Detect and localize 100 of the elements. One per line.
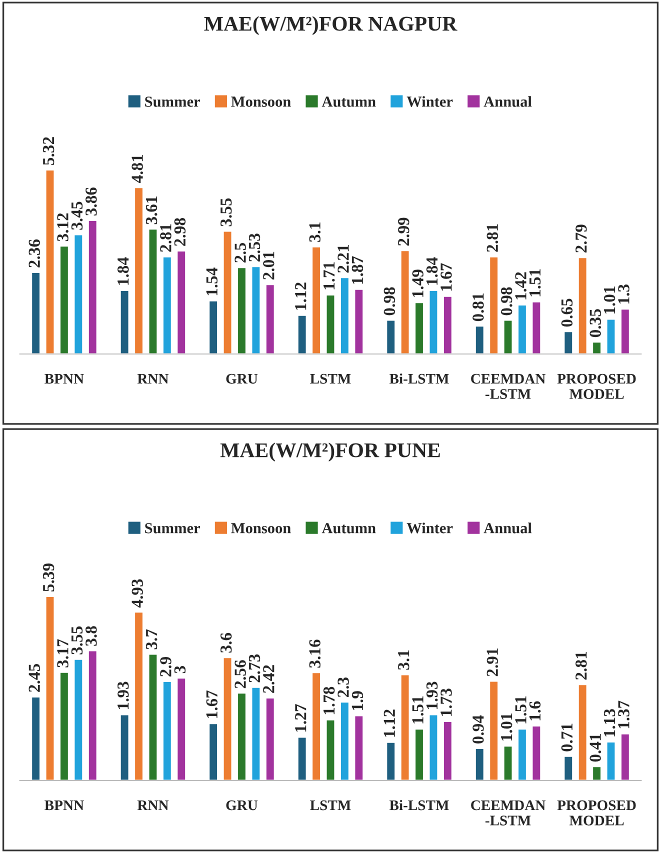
bar xyxy=(265,284,276,354)
data-label: 2.73 xyxy=(248,654,260,682)
x-tick-label: CEEMDAN -LSTM xyxy=(471,800,546,826)
bar xyxy=(592,341,602,354)
bar xyxy=(250,686,262,780)
bar xyxy=(606,741,616,780)
bar xyxy=(148,653,158,780)
bar xyxy=(162,256,172,354)
data-label: 1.27 xyxy=(295,704,306,732)
bar xyxy=(176,677,186,780)
data-label: 5.39 xyxy=(42,564,54,592)
bar xyxy=(88,220,98,354)
bar xyxy=(474,325,485,354)
legend-label: Autumn xyxy=(322,96,376,107)
data-label: 1.49 xyxy=(412,270,424,297)
bar xyxy=(488,680,499,780)
bar xyxy=(340,701,350,780)
bar xyxy=(250,266,262,354)
bar xyxy=(502,319,514,354)
data-label: 2.79 xyxy=(576,224,587,252)
x-tick-label: Bi-LSTM xyxy=(390,373,449,384)
bar xyxy=(428,714,439,780)
data-label: 2.3 xyxy=(338,677,349,698)
x-tick-label: Bi-LSTM xyxy=(390,800,449,810)
chart-title: MAE(W/M²)FOR PUNE xyxy=(220,442,440,462)
legend-label: Autumn xyxy=(322,523,376,534)
data-label: 1.01 xyxy=(500,714,512,740)
bar xyxy=(620,732,630,780)
bar xyxy=(414,728,424,780)
bar xyxy=(414,302,424,354)
data-label: 3.86 xyxy=(86,187,97,216)
bar xyxy=(59,671,70,780)
data-label: 3.55 xyxy=(71,626,83,654)
bar xyxy=(311,246,322,354)
data-label: 2.53 xyxy=(248,234,260,262)
bar xyxy=(488,256,499,354)
data-label: 1.93 xyxy=(426,682,438,710)
data-label: 3.17 xyxy=(57,639,68,668)
data-label: 2.56 xyxy=(234,660,246,688)
bar xyxy=(531,725,542,780)
bar xyxy=(88,650,98,780)
data-label: 0.81 xyxy=(472,293,484,322)
x-tick-label: LSTM xyxy=(310,374,351,384)
bar xyxy=(517,304,528,354)
data-label: 4.81 xyxy=(132,154,144,184)
data-label: 1.73 xyxy=(440,688,452,716)
data-label: 5.32 xyxy=(42,137,54,165)
bar xyxy=(148,228,158,354)
bar xyxy=(517,728,528,780)
bar xyxy=(502,745,514,780)
bar xyxy=(563,756,574,780)
data-label: 2.81 xyxy=(576,652,587,680)
x-tick-label: GRU xyxy=(226,800,258,810)
bar xyxy=(325,294,336,354)
bar xyxy=(340,276,350,354)
bar xyxy=(134,611,144,780)
data-label: 1.67 xyxy=(440,263,452,291)
data-label: 3.45 xyxy=(71,202,83,230)
bar xyxy=(442,720,453,780)
data-label: 1.84 xyxy=(426,257,438,285)
data-label: 3.55 xyxy=(220,198,232,226)
bar xyxy=(297,314,308,354)
bar xyxy=(162,680,172,780)
bar xyxy=(236,266,247,354)
bar xyxy=(325,718,336,780)
x-tick-label: GRU xyxy=(226,374,258,384)
bar xyxy=(176,250,186,354)
data-label: 2.91 xyxy=(486,648,498,676)
data-label: 1.13 xyxy=(604,709,616,736)
data-label: 2.42 xyxy=(263,665,274,693)
bar xyxy=(428,290,439,354)
bar xyxy=(400,674,410,780)
legend-label: Monsoon xyxy=(231,523,291,534)
data-label: 2.45 xyxy=(28,664,40,692)
bar xyxy=(134,186,144,354)
data-label: 2.9 xyxy=(160,656,172,676)
bar xyxy=(386,319,396,354)
data-label: 1.37 xyxy=(618,700,630,728)
data-label: 1.87 xyxy=(352,256,364,284)
bar xyxy=(354,714,364,780)
x-tick-label: BPNN xyxy=(44,800,84,810)
x-tick-label: LSTM xyxy=(310,800,351,810)
data-label: 1.12 xyxy=(295,282,306,310)
data-label: 3.7 xyxy=(146,629,158,650)
bar xyxy=(620,308,630,354)
data-label: 2.36 xyxy=(28,239,40,268)
bar xyxy=(577,256,588,354)
data-label: 0.98 xyxy=(500,287,512,316)
data-label: 3 xyxy=(174,666,186,674)
data-label: 2.99 xyxy=(398,218,410,246)
data-label: 1.78 xyxy=(323,686,335,714)
data-label: 1.01 xyxy=(604,286,616,314)
data-label: 1.51 xyxy=(529,269,541,296)
bar xyxy=(563,330,574,354)
data-label: 3.12 xyxy=(57,213,68,242)
bar xyxy=(400,250,410,354)
data-label: 3.6 xyxy=(220,632,232,653)
data-label: 1.67 xyxy=(206,690,218,718)
bar xyxy=(59,245,70,354)
data-label: 1.9 xyxy=(352,691,364,710)
